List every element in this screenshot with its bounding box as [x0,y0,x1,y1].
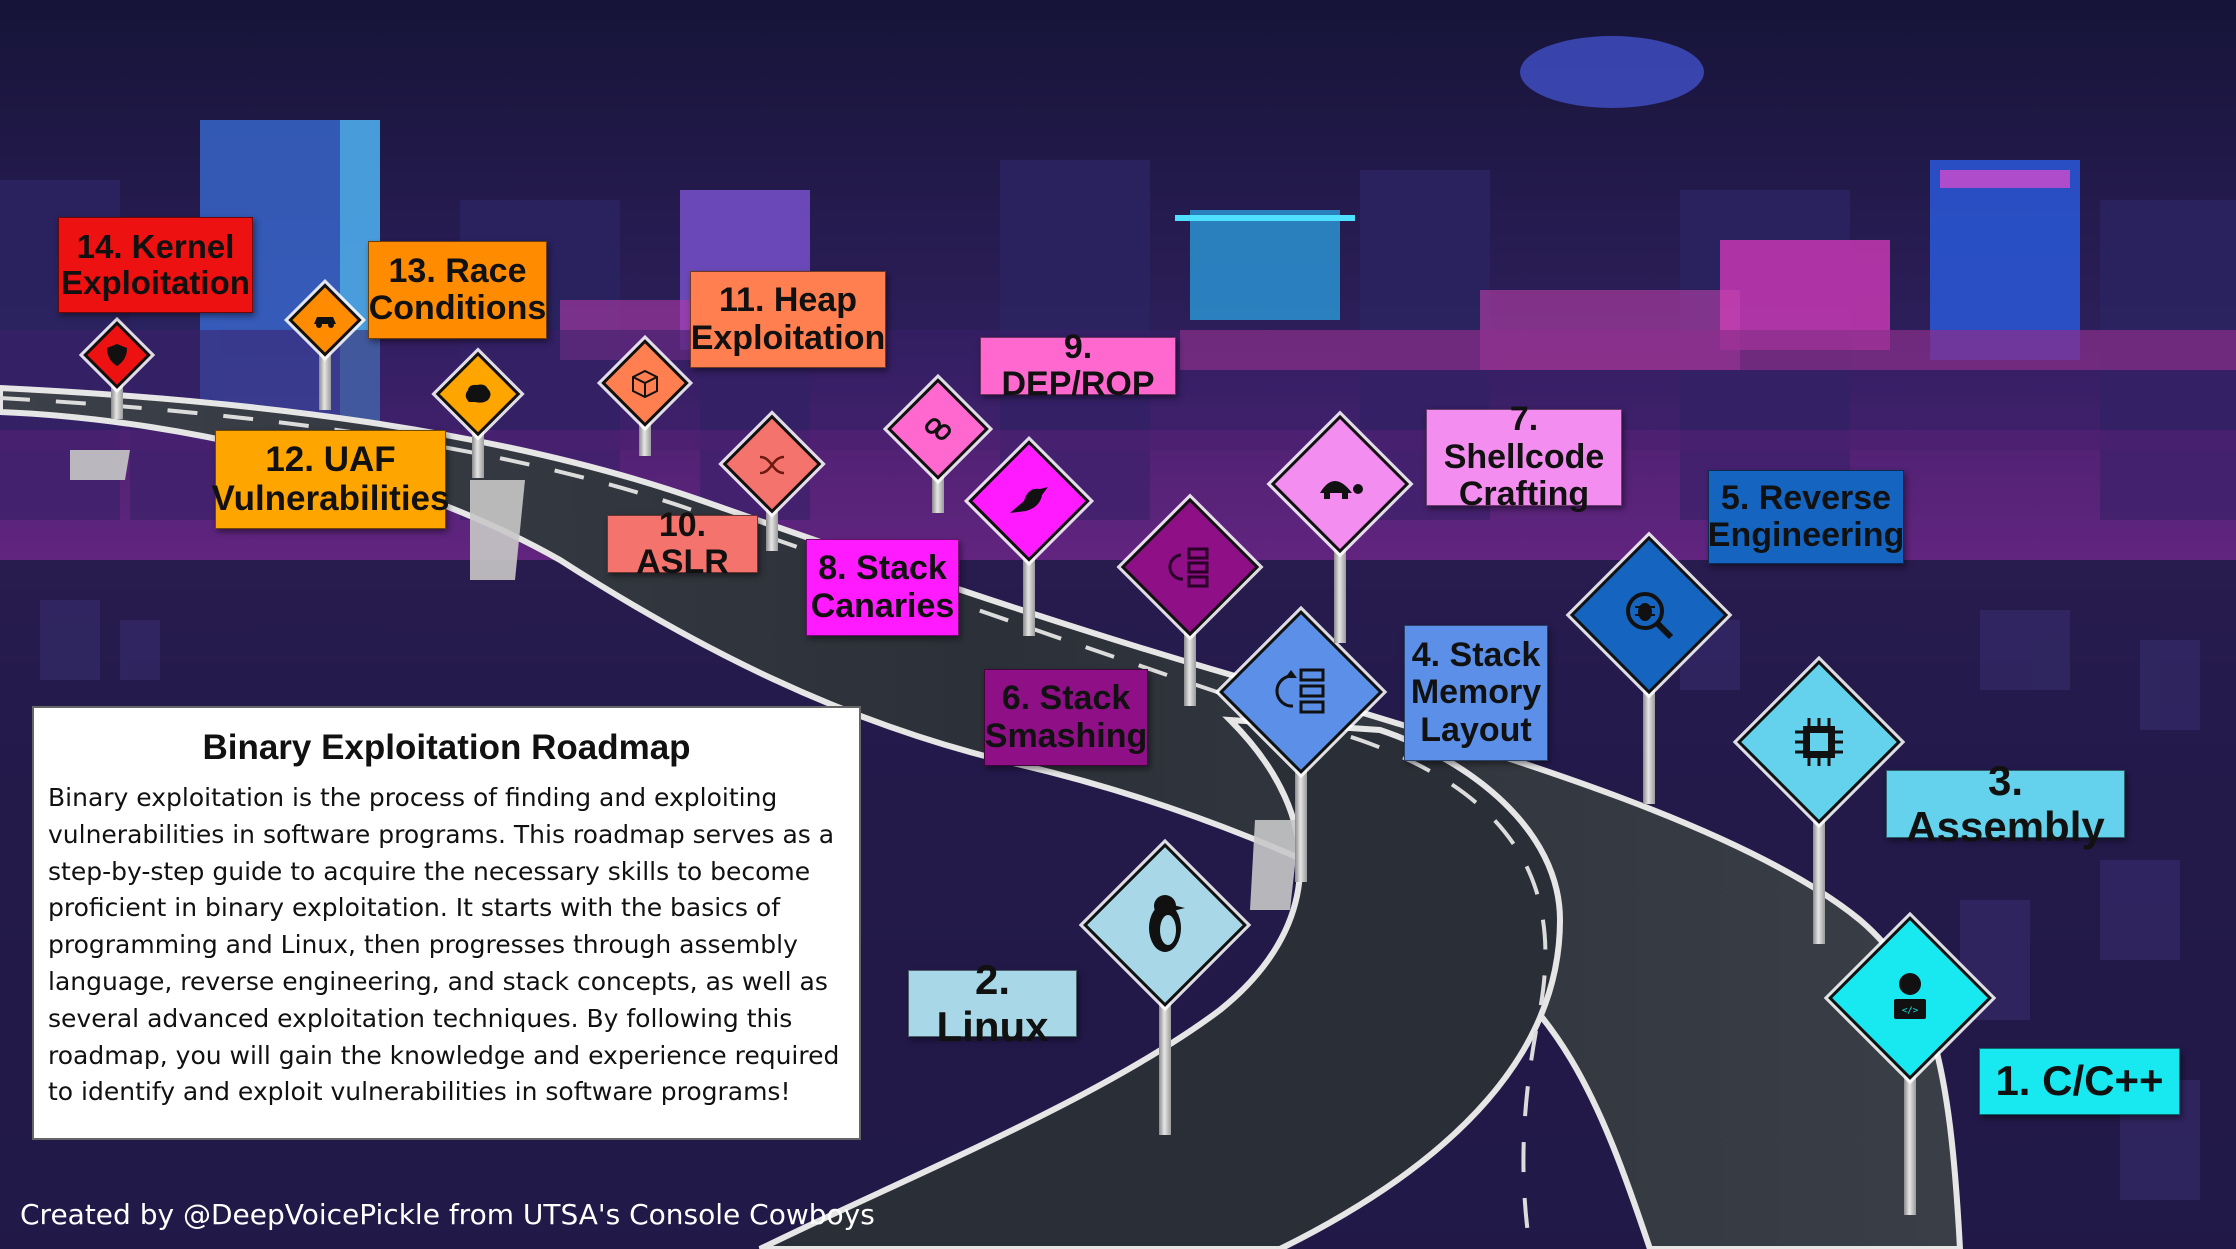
chain-link-icon [925,418,951,440]
penguin-icon [1149,895,1185,952]
step-label-14: 14. Kernel Exploitation [58,217,253,313]
step-label-12: 12. UAF Vulnerabilities [212,430,449,529]
description-box: Binary Exploitation Roadmap Binary explo… [32,706,861,1140]
turtle-icon [1320,481,1363,499]
stack-smash-icon [1168,547,1209,588]
sign-5-reverse-engineering [1565,531,1733,804]
description-title: Binary Exploitation Roadmap [202,728,691,767]
sign-10-aslr [718,410,826,551]
sign-7-shellcode [1266,410,1414,643]
shuffle-icon [759,455,785,475]
step-label-13: 13. Race Conditions [368,241,547,339]
stack-memory-icon [1275,668,1325,714]
svg-text:</>: </> [1902,1006,1919,1016]
step-label-6: 6. Stack Smashing [984,669,1148,766]
bird-icon [1010,487,1048,513]
step-label-10: 10. ASLR [607,506,758,581]
shield-icon [107,344,127,366]
sign-8-stack-canaries [963,435,1095,636]
step-label-8: 8. Stack Canaries [806,539,959,636]
sign-1-cc: </> [1823,911,1997,1215]
sign-6-stack-smashing [1116,493,1264,706]
description-body: Binary exploitation is the process of fi… [48,783,840,1107]
sign-12-uaf [431,347,525,478]
race-car-icon [314,317,336,328]
programmer-laptop-icon: </> [1894,973,1926,1019]
step-label-3: 3. Assembly [1886,757,2125,850]
step-label-4: 4. Stack Memory Layout [1404,625,1548,761]
step-label-7: 7. Shellcode Crafting [1426,401,1622,513]
step-label-2: 2. Linux [908,957,1077,1049]
step-label-9: 9. DEP/ROP [980,328,1176,403]
sign-4-stack-memory [1214,605,1388,882]
step-label-1: 1. C/C++ [1979,1048,2180,1115]
bug-magnifier-icon [1626,592,1674,640]
cpu-chip-icon [1795,718,1843,766]
sign-3-assembly [1732,655,1906,944]
sign-14-kernel [78,316,156,419]
box-icon [632,369,658,399]
sign-13-race [283,278,367,410]
credit-text: Created by @DeepVoicePickle from UTSA's … [20,1198,875,1231]
step-label-5: 5. Reverse Engineering [1708,470,1904,564]
sign-2-linux [1078,838,1252,1135]
brain-icon [465,384,491,403]
sign-9-dep-rop [882,373,994,513]
sign-11-heap [596,334,694,456]
step-label-11: 11. Heap Exploitation [690,271,886,368]
